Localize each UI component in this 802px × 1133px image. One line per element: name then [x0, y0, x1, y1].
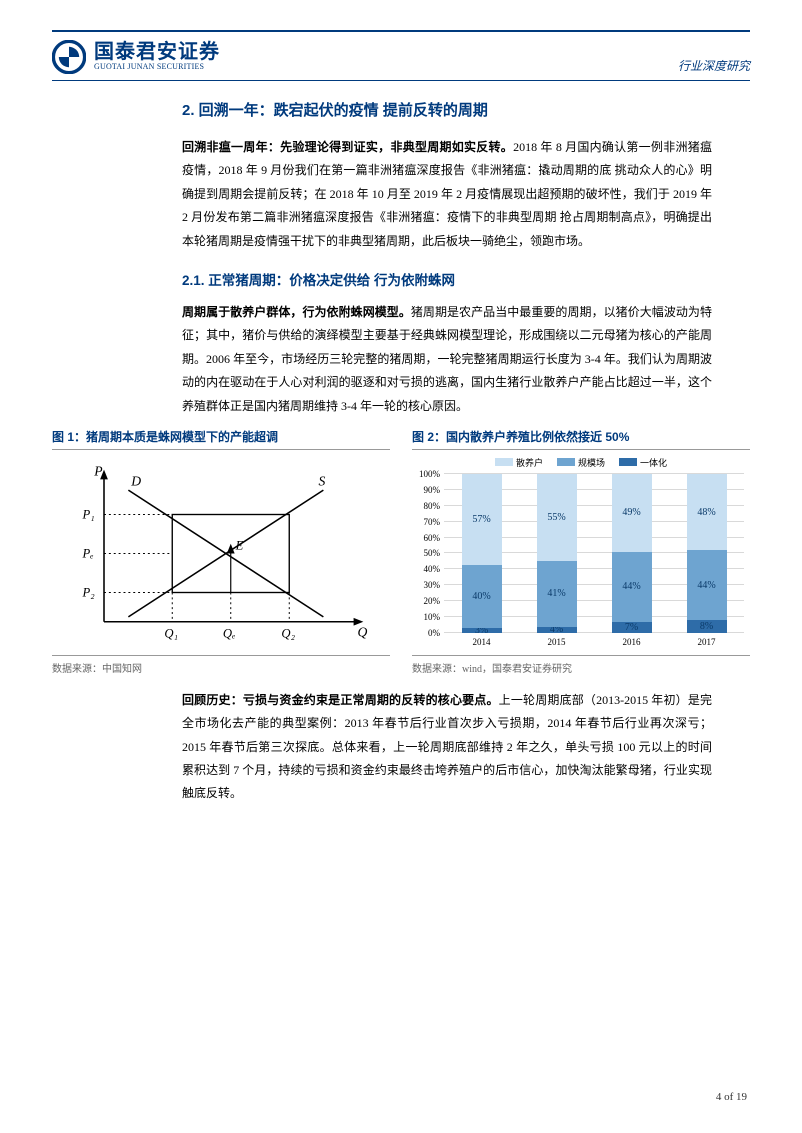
- bar-segment: 7%: [612, 622, 652, 633]
- header-row: 国泰君安证券 GUOTAI JUNAN SECURITIES 行业深度研究: [52, 40, 750, 81]
- bar-segment: 55%: [537, 474, 577, 561]
- figure-row: 图 1：猪周期本质是蛛网模型下的产能超调: [52, 428, 750, 675]
- figure-1-source: 数据来源：中国知网: [52, 655, 390, 675]
- bar-segment: 4%: [537, 627, 577, 633]
- subsection-heading: 2.1. 正常猪周期：价格决定供给 行为依附蛛网: [182, 269, 712, 289]
- legend-label: 一体化: [640, 456, 667, 469]
- page: 国泰君安证券 GUOTAI JUNAN SECURITIES 行业深度研究 2.…: [0, 0, 802, 1133]
- stacked-bar: 3%40%57%: [462, 474, 502, 633]
- legend-swatch: [495, 458, 513, 466]
- bar-segment: 40%: [462, 565, 502, 629]
- axis-P: P: [93, 463, 102, 478]
- content-column-2: 回顾历史：亏损与资金约束是正常周期的反转的核心要点。上一轮周期底部（2013-2…: [182, 689, 712, 806]
- bar-segment: 49%: [612, 474, 652, 552]
- y-tick-label: 60%: [424, 533, 441, 543]
- chart2-legend: 散养户 规模场 一体化: [412, 456, 750, 469]
- brand-logo-icon: [52, 40, 86, 74]
- section-heading: 2. 回溯一年：跌宕起伏的疫情 提前反转的周期: [182, 99, 712, 120]
- legend-swatch: [557, 458, 575, 466]
- y-tick-label: 50%: [424, 548, 441, 558]
- header-top-rule: [52, 30, 750, 32]
- figure-1-title: 图 1：猪周期本质是蛛网模型下的产能超调: [52, 428, 390, 450]
- bar-segment: 44%: [612, 552, 652, 622]
- chart2-plot-area: 3%40%57%4%41%55%7%44%49%8%44%48%: [444, 474, 744, 633]
- logo-text: 国泰君安证券 GUOTAI JUNAN SECURITIES: [94, 42, 220, 71]
- paragraph-2: 周期属于散养户群体，行为依附蛛网模型。猪周期是农产品当中最重要的周期，以猪价大幅…: [182, 301, 712, 418]
- x-tick-label: 2014: [444, 635, 519, 651]
- y-tick-label: 30%: [424, 580, 441, 590]
- legend-swatch: [619, 458, 637, 466]
- x-tick-label: 2016: [594, 635, 669, 651]
- y-tick-label: 0%: [428, 628, 440, 638]
- bar-segment: 41%: [537, 561, 577, 626]
- y-tick-label: 70%: [424, 517, 441, 527]
- paragraph-1: 回溯非瘟一周年：先验理论得到证实，非典型周期如实反转。2018 年 8 月国内确…: [182, 136, 712, 253]
- label-Q2: Q₂: [281, 626, 295, 640]
- bar-segment: 48%: [687, 474, 727, 550]
- y-tick-label: 40%: [424, 564, 441, 574]
- figure-1-plot: P Q D S E P₁ Pₑ P₂ Q₁ Qₑ Q₂: [52, 456, 390, 651]
- label-P2: P₂: [82, 585, 96, 599]
- bar-segment: 44%: [687, 550, 727, 620]
- content-column: 2. 回溯一年：跌宕起伏的疫情 提前反转的周期 回溯非瘟一周年：先验理论得到证实…: [182, 99, 712, 418]
- figure-2-title: 图 2：国内散养户养殖比例依然接近 50%: [412, 428, 750, 450]
- p3-body: 上一轮周期底部（2013-2015 年初）是完全市场化去产能的典型案例：2013…: [182, 693, 712, 801]
- figure-1: 图 1：猪周期本质是蛛网模型下的产能超调: [52, 428, 390, 675]
- p3-lead: 回顾历史：亏损与资金约束是正常周期的反转的核心要点。: [182, 693, 499, 707]
- p2-body: 猪周期是农产品当中最重要的周期，以猪价大幅波动为特征；其中，猪价与供给的演绎模型…: [182, 305, 712, 413]
- y-tick-label: 80%: [424, 501, 441, 511]
- chart2-x-axis: 2014201520162017: [444, 635, 744, 651]
- legend-label: 规模场: [578, 456, 605, 469]
- legend-label: 散养户: [516, 456, 543, 469]
- paragraph-3: 回顾历史：亏损与资金约束是正常周期的反转的核心要点。上一轮周期底部（2013-2…: [182, 689, 712, 806]
- cobweb-diagram: P Q D S E P₁ Pₑ P₂ Q₁ Qₑ Q₂: [52, 456, 390, 651]
- legend-item: 规模场: [557, 456, 605, 469]
- y-tick-label: 100%: [419, 469, 440, 479]
- x-tick-label: 2017: [669, 635, 744, 651]
- label-P1: P₁: [82, 507, 95, 521]
- figure-2: 图 2：国内散养户养殖比例依然接近 50% 散养户 规模场 一体化 0% 10% 20% 3…: [412, 428, 750, 675]
- p1-lead: 回溯非瘟一周年：先验理论得到证实，非典型周期如实反转。: [182, 140, 513, 154]
- figure-2-source: 数据来源：wind，国泰君安证券研究: [412, 655, 750, 675]
- header-category: 行业深度研究: [678, 57, 750, 74]
- logo-cn: 国泰君安证券: [94, 42, 220, 63]
- y-tick-label: 10%: [424, 612, 441, 622]
- p2-lead: 周期属于散养户群体，行为依附蛛网模型。: [182, 305, 411, 319]
- axis-Q: Q: [357, 624, 367, 639]
- chart2-y-axis: 0%10%20%30%40%50%60%70%80%90%100%: [412, 474, 442, 633]
- label-Pe: Pₑ: [82, 546, 94, 560]
- bar-segment: 8%: [687, 620, 727, 633]
- label-Qe: Qₑ: [223, 626, 235, 640]
- stacked-bar: 7%44%49%: [612, 474, 652, 633]
- logo-block: 国泰君安证券 GUOTAI JUNAN SECURITIES: [52, 40, 220, 74]
- logo-en: GUOTAI JUNAN SECURITIES: [94, 63, 220, 71]
- x-tick-label: 2015: [519, 635, 594, 651]
- label-E: E: [235, 539, 244, 553]
- legend-item: 散养户: [495, 456, 543, 469]
- page-number: 4 of 19: [716, 1091, 747, 1103]
- label-Q1: Q₁: [164, 626, 178, 640]
- stacked-bar: 8%44%48%: [687, 474, 727, 633]
- y-tick-label: 90%: [424, 485, 441, 495]
- bar-segment: 3%: [462, 628, 502, 633]
- figure-2-plot: 散养户 规模场 一体化 0% 10% 20% 30% 40% 50% 60% 70% 80% 90% 10…: [412, 456, 750, 651]
- label-S: S: [318, 473, 325, 488]
- y-tick-label: 20%: [424, 596, 441, 606]
- bar-segment: 57%: [462, 474, 502, 565]
- p1-body: 2018 年 8 月国内确认第一例非洲猪瘟疫情，2018 年 9 月份我们在第一…: [182, 140, 712, 248]
- label-D: D: [130, 473, 141, 488]
- stacked-bar: 4%41%55%: [537, 474, 577, 633]
- legend-item: 一体化: [619, 456, 667, 469]
